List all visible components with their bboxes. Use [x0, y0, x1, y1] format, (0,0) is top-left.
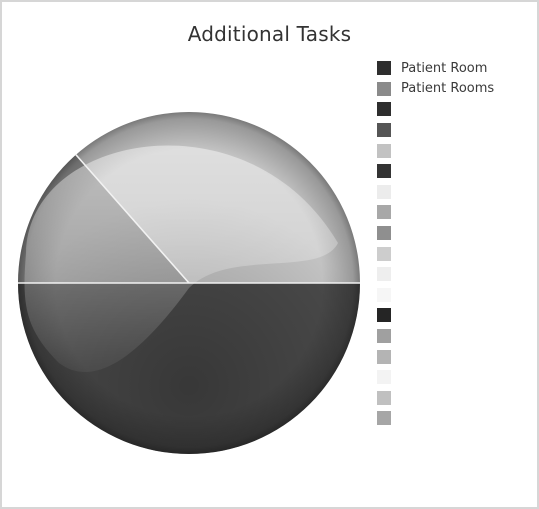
legend-swatch: [377, 184, 391, 199]
legend-item[interactable]: [377, 346, 537, 367]
legend-swatch: [377, 226, 391, 241]
legend-swatch: [377, 123, 391, 138]
slice-separator-3: [75, 154, 190, 284]
legend-label: Patient Room: [401, 60, 488, 76]
legend-swatch: [377, 102, 391, 117]
slice-separators: [18, 154, 360, 284]
legend-item[interactable]: [377, 264, 537, 285]
legend: Patient Room Patient Rooms: [377, 58, 537, 429]
legend-label: Patient Rooms: [401, 81, 495, 97]
chart-title: Additional Tasks: [187, 22, 352, 46]
legend-swatch: [377, 390, 391, 405]
legend-swatch: [377, 287, 391, 302]
legend-swatch: [377, 308, 391, 323]
legend-item[interactable]: [377, 161, 537, 182]
legend-item[interactable]: [377, 408, 537, 429]
pie-gloss-highlight: [24, 145, 338, 373]
legend-swatch: [377, 411, 391, 426]
legend-item[interactable]: [377, 285, 537, 306]
legend-item[interactable]: [377, 367, 537, 388]
legend-item[interactable]: [377, 243, 537, 264]
legend-item[interactable]: [377, 182, 537, 203]
legend-swatch: [377, 61, 391, 76]
legend-item[interactable]: [377, 326, 537, 347]
legend-swatch: [377, 81, 391, 96]
legend-item[interactable]: [377, 202, 537, 223]
legend-item[interactable]: [377, 305, 537, 326]
legend-swatch: [377, 267, 391, 282]
legend-item[interactable]: [377, 99, 537, 120]
legend-swatch: [377, 370, 391, 385]
pie-chart: [18, 112, 361, 454]
legend-item[interactable]: Patient Room: [377, 58, 537, 79]
legend-item[interactable]: [377, 388, 537, 409]
legend-item[interactable]: [377, 223, 537, 244]
legend-item[interactable]: [377, 120, 537, 141]
legend-swatch: [377, 205, 391, 220]
legend-swatch: [377, 349, 391, 364]
legend-item[interactable]: [377, 140, 537, 161]
legend-swatch: [377, 329, 391, 344]
legend-swatch: [377, 143, 391, 158]
legend-swatch: [377, 164, 391, 179]
legend-swatch: [377, 246, 391, 261]
legend-item[interactable]: Patient Rooms: [377, 79, 537, 100]
